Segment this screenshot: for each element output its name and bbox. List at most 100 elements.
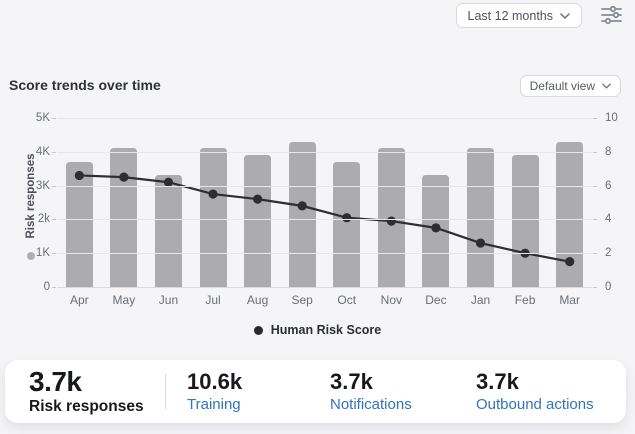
stat-notifications[interactable]: 3.7k Notifications — [330, 360, 412, 423]
chevron-down-icon — [602, 83, 611, 89]
bar-slot — [503, 118, 548, 287]
gridline — [57, 287, 592, 288]
bar-slot — [235, 118, 280, 287]
left-axis-tick: 2k — [37, 213, 50, 226]
bar-slot — [458, 118, 503, 287]
gridline — [57, 253, 592, 255]
risk-score-line — [79, 174, 570, 263]
legend-label: Human Risk Score — [270, 323, 382, 337]
gridline — [57, 151, 592, 153]
month-label: Jan — [470, 293, 491, 307]
stat-value: 10.6k — [187, 369, 243, 395]
bar-slot — [146, 118, 191, 287]
tick-mark — [52, 253, 56, 255]
summary-stats-card: 3.7k Risk responses 10.6k Training 3.7k … — [5, 360, 626, 423]
x-axis-labels: Apr May Jun Jul Aug Sep Oct Nov Dec Jan Feb Mar — [57, 293, 592, 307]
line-point-aug[interactable] — [253, 194, 263, 204]
tick-mark — [593, 287, 597, 288]
bar-jun[interactable] — [154, 175, 182, 287]
bar-apr[interactable] — [65, 161, 93, 287]
month-label: Sep — [291, 293, 313, 307]
chevron-down-icon — [560, 12, 570, 19]
bar-oct[interactable] — [333, 161, 361, 287]
line-point-oct[interactable] — [342, 213, 352, 223]
stat-value: 3.7k — [476, 369, 519, 395]
chart-legend: Human Risk Score — [0, 323, 635, 337]
left-axis-tick: 1K — [35, 247, 50, 260]
tick-mark — [52, 151, 56, 153]
tick-mark — [593, 219, 597, 221]
score-trends-chart: Apr May Jun Jul Aug Sep Oct Nov Dec Jan Feb Mar 5K 1… — [0, 105, 635, 320]
line-point-dec[interactable] — [431, 223, 441, 233]
right-axis-tick: 10 — [605, 112, 618, 124]
line-point-jun[interactable] — [163, 177, 174, 187]
stat-risk-responses[interactable]: 3.7k Risk responses — [29, 360, 144, 423]
month-label: Mar — [559, 293, 580, 307]
gridline — [57, 118, 592, 119]
tick-mark — [593, 253, 597, 255]
sliders-icon — [600, 5, 623, 28]
month-label: Jun — [158, 293, 179, 307]
plot-area — [57, 118, 592, 288]
period-select-label: Last 12 months — [467, 8, 553, 23]
month-label: Nov — [380, 293, 402, 307]
month-label: May — [112, 293, 136, 307]
right-axis-tick: 8 — [605, 145, 612, 158]
gridline — [57, 219, 592, 221]
stat-label: Training — [187, 395, 241, 413]
left-axis-tick: 3K — [35, 179, 50, 192]
tick-mark — [52, 219, 56, 221]
bar-sep[interactable] — [288, 141, 316, 287]
month-label: Oct — [337, 293, 357, 307]
left-axis-tick: 0 — [43, 281, 50, 293]
tick-mark — [593, 151, 597, 153]
bar-series-marker-icon — [27, 252, 35, 260]
line-point-jul[interactable] — [208, 189, 218, 199]
left-axis-tick: 5K — [35, 112, 50, 124]
tick-mark — [52, 287, 56, 288]
stat-value: 3.7k — [330, 369, 373, 395]
tick-mark — [593, 185, 597, 187]
stat-label: Notifications — [330, 395, 412, 413]
bar-slot — [191, 118, 236, 287]
tick-mark — [593, 118, 597, 119]
bar-slot — [102, 118, 147, 287]
page-title: Score trends over time — [9, 77, 161, 93]
bar-slot — [324, 118, 369, 287]
stat-value: 3.7k — [29, 365, 82, 397]
line-point-sep[interactable] — [297, 201, 307, 211]
left-axis-tick: 4K — [35, 145, 50, 158]
line-point-may[interactable] — [119, 172, 129, 182]
divider — [165, 374, 166, 409]
right-axis-tick: 6 — [605, 179, 612, 192]
legend-circle-icon — [253, 325, 263, 335]
filter-button[interactable] — [596, 4, 626, 28]
right-axis-tick: 4 — [605, 213, 612, 226]
bar-slot — [280, 118, 325, 287]
bar-jan[interactable] — [466, 148, 494, 287]
tick-mark — [52, 185, 56, 187]
stat-label: Outbound actions — [476, 395, 594, 413]
bar-feb[interactable] — [511, 155, 539, 287]
line-point-nov[interactable] — [386, 216, 396, 226]
bar-jul[interactable] — [199, 148, 227, 287]
stat-outbound-actions[interactable]: 3.7k Outbound actions — [476, 360, 594, 423]
month-label: Aug — [246, 293, 269, 307]
month-label: Jul — [205, 293, 221, 307]
view-select-label: Default view — [529, 79, 595, 93]
bars-layer — [57, 118, 592, 287]
period-select[interactable]: Last 12 months — [455, 3, 582, 28]
month-label: Dec — [425, 293, 447, 307]
line-point-mar[interactable] — [565, 257, 575, 267]
bar-may[interactable] — [110, 148, 138, 287]
line-point-apr[interactable] — [74, 170, 84, 181]
line-point-jan[interactable] — [475, 238, 486, 248]
tick-mark — [52, 118, 56, 119]
bar-aug[interactable] — [244, 155, 272, 287]
month-label: Feb — [514, 293, 536, 307]
right-axis-tick: 0 — [605, 281, 612, 293]
stat-label: Risk responses — [29, 398, 144, 416]
view-select[interactable]: Default view — [519, 75, 621, 97]
bar-slot — [57, 118, 102, 287]
stat-training[interactable]: 10.6k Training — [187, 360, 242, 423]
